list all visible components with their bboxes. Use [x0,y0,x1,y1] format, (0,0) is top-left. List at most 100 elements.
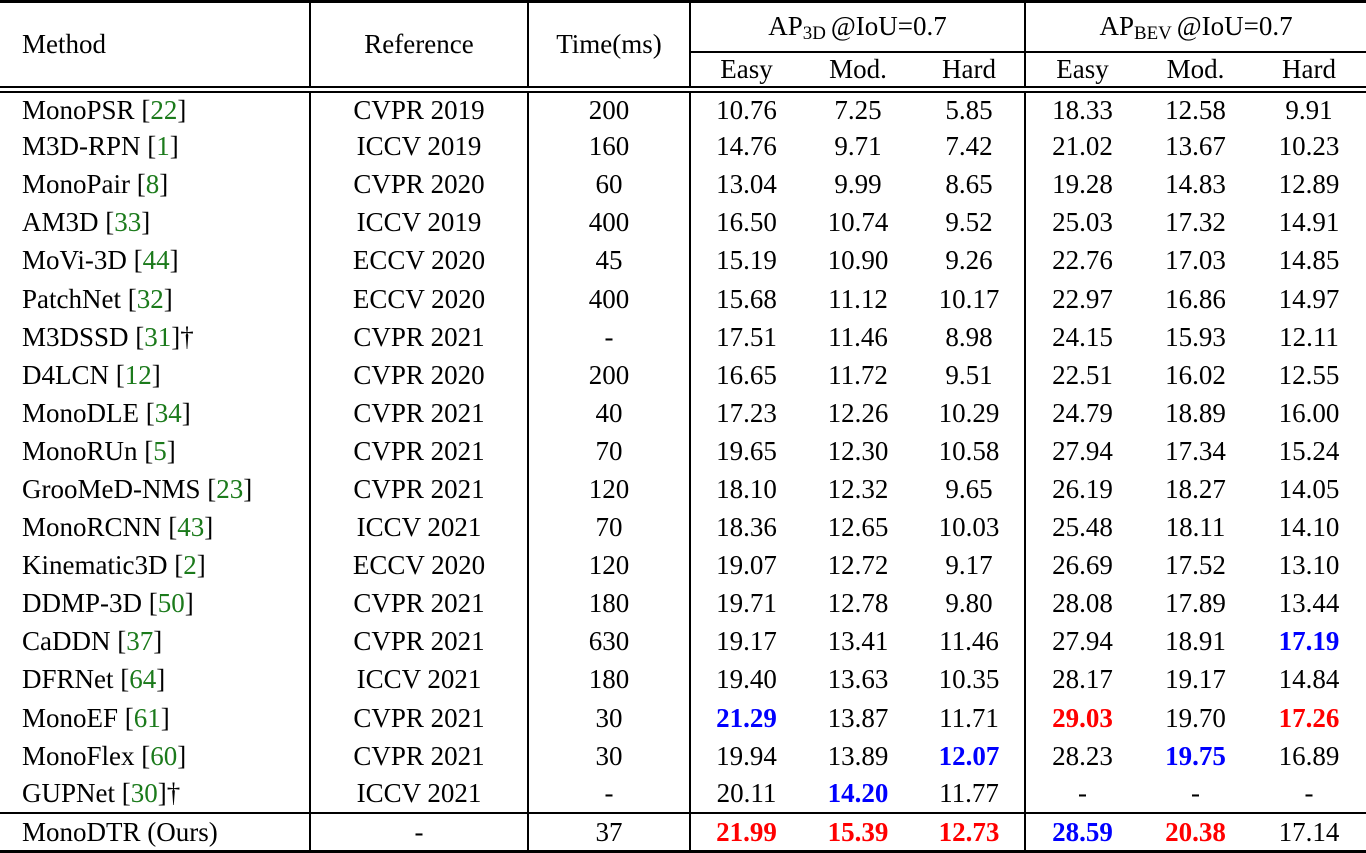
ap3d-condition: @IoU=0.7 [830,11,947,42]
value-cell: 9.17 [914,546,1027,585]
col-header-apbev-group: APBEV @IoU=0.7 [1025,0,1366,53]
reference-cell: CVPR 2021 [310,699,529,738]
value-cell: 14.91 [1278,207,1340,238]
time-cell: 30 [528,737,691,776]
method-name: PatchNet [22,283,121,314]
citation-link[interactable]: 2 [183,550,197,581]
method-name: MonoEF [22,702,119,733]
citation-link[interactable]: 32 [136,283,164,314]
citation-link[interactable]: 23 [216,473,244,504]
table-body: MonoPSR [22] CVPR 2019 200 10.76 7.25 5.85 18.… [0,89,1366,853]
value-cell: 19.28 [1052,169,1113,200]
apbev-condition: @IoU=0.7 [1176,11,1293,42]
reference-cell: CVPR 2020 [310,356,529,395]
value-cell: 15.93 [1165,321,1226,352]
method-cell: CaDDN [37] [0,622,311,661]
apbev-subscript: BEV [1133,23,1172,45]
value-cell: 14.83 [1165,169,1226,200]
table-row: MonoPair [8] CVPR 2020 60 13.04 9.99 8.65 19.2… [0,165,1366,204]
citation-link[interactable]: 50 [157,588,185,619]
citation-link[interactable]: 31 [144,321,172,352]
value-cell: 12.11 [1279,321,1339,352]
citation-link[interactable]: 44 [142,245,170,276]
value-cell: 9.99 [834,169,882,200]
citation-link[interactable]: 33 [114,207,142,238]
citation-link[interactable]: 61 [133,702,161,733]
table-row: Kinematic3D [2] ECCV 2020 120 19.07 12.72 9.1… [0,546,1366,585]
citation-link[interactable]: 30 [130,778,158,809]
method-name: AM3D [22,207,99,238]
method-cell: DDMP-3D [50] [0,584,311,623]
subcol-header-3d-easy: Easy [690,51,802,93]
value-cell: 27.94 [1052,435,1113,466]
value-cell: 18.91 [1165,626,1226,657]
value-cell: 11.46 [914,622,1027,661]
col-header-ap3d-group: AP3D @IoU=0.7 [690,0,1027,53]
value-cell: 13.44 [1278,588,1340,619]
value-cell: 17.23 [716,397,777,428]
table-row: MonoRCNN [43] ICCV 2021 70 18.36 12.65 10.03 2… [0,508,1366,547]
citation-link[interactable]: 22 [150,94,178,125]
table-row: GUPNet [30]† ICCV 2021-20.11 14.20 11.77- - - [0,775,1366,814]
reference-cell: CVPR 2020 [310,165,529,204]
value-cell: 17.03 [1165,245,1226,276]
value-cell: 22.76 [1052,245,1113,276]
method-cell: Kinematic3D [2] [0,546,311,585]
subcol-header-bev-mod: Mod. [1139,51,1253,93]
value-cell: 11.77 [914,775,1027,814]
value-cell: 12.58 [1165,94,1226,125]
value-cell: 10.76 [716,94,777,125]
time-cell: 60 [528,165,691,204]
reference-cell: ECCV 2020 [310,546,529,585]
value-cell: 22.51 [1052,359,1113,390]
value-cell: 19.94 [716,740,777,771]
method-name: DDMP-3D [22,588,143,619]
table-row: MonoEF [61] CVPR 2021 30 21.29 13.87 11.71 29.… [0,699,1366,738]
citation-link[interactable]: 43 [177,512,205,543]
value-cell: 18.36 [716,512,777,543]
time-cell: 120 [528,470,691,509]
method-cell: GUPNet [30]† [0,775,311,814]
reference-cell: - [310,812,529,853]
method-name: GrooMeD-NMS [22,473,201,504]
col-header-reference: Reference [310,0,529,93]
value-cell: 19.07 [716,550,777,581]
time-cell: 40 [528,394,691,433]
citation-link[interactable]: 37 [126,626,154,657]
citation-link[interactable]: 34 [154,397,182,428]
value-cell: 19.75 [1165,740,1226,771]
value-cell: 12.89 [1278,169,1340,200]
dagger-mark: † [180,321,194,352]
value-cell: 21.99 [690,812,802,853]
citation-link[interactable]: 1 [156,131,170,162]
time-cell: 37 [528,812,691,853]
value-cell: 14.76 [716,131,777,162]
method-name: Kinematic3D [22,550,168,581]
value-cell: 9.52 [914,203,1027,242]
method-name: MonoRCNN [22,512,162,543]
value-cell: 12.26 [827,397,889,428]
value-cell: 15.19 [716,245,777,276]
value-cell: 9.91 [1285,94,1333,125]
value-cell: 14.10 [1278,512,1340,543]
value-cell: 10.23 [1278,131,1340,162]
value-cell: 17.89 [1165,588,1226,619]
method-cell: MonoRUn [5] [0,432,311,471]
value-cell: 25.03 [1052,207,1113,238]
reference-cell: ECCV 2020 [310,279,529,319]
citation-link[interactable]: 12 [124,359,152,390]
citation-link[interactable]: 60 [150,740,178,771]
method-cell: DFRNet [64] [0,660,311,699]
value-cell: 17.26 [1278,702,1340,733]
citation-link[interactable]: 5 [153,435,167,466]
table-row: MonoPSR [22] CVPR 2019 200 10.76 7.25 5.85 18.… [0,89,1366,128]
value-cell: 19.71 [716,588,777,619]
value-cell: 12.65 [827,512,889,543]
method-cell: MonoDTR (Ours) [0,812,311,853]
value-cell: 16.50 [716,207,777,238]
citation-link[interactable]: 8 [145,169,160,200]
citation-link[interactable]: 64 [129,664,157,695]
value-cell: 15.24 [1278,435,1340,466]
value-cell: 10.58 [914,432,1027,471]
value-cell: 8.65 [914,165,1027,204]
